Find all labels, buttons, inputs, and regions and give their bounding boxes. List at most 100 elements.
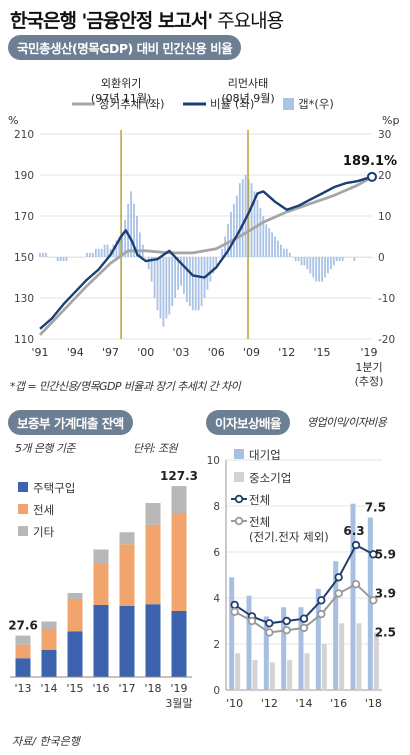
legend-gap-label: 갭*(우)	[298, 97, 334, 111]
gap-bar	[327, 257, 329, 274]
y-tick-label: 10	[207, 455, 220, 467]
coverage-bar	[263, 616, 269, 690]
coverage-bar	[235, 653, 241, 690]
gap-bar	[309, 257, 312, 274]
section3-title: 이자보상배율	[206, 410, 291, 435]
gap-bar	[212, 257, 215, 274]
gap-bar	[150, 257, 153, 282]
left-tick-label: 130	[14, 293, 34, 305]
gap-bar	[44, 252, 47, 257]
coverage-bar	[287, 660, 293, 690]
gap-bar	[138, 232, 141, 257]
stacked-bar-segment	[119, 605, 135, 677]
event-label: 리먼사태	[228, 77, 268, 90]
gap-bar	[235, 195, 238, 257]
gap-bar	[250, 183, 253, 257]
gap-bar	[80, 257, 83, 258]
gap-bar	[256, 199, 259, 257]
gap-bar	[144, 257, 147, 258]
coverage-bar	[350, 503, 356, 690]
left-tick-label: 110	[14, 334, 34, 346]
gap-bar	[59, 257, 62, 262]
x-tick-label: '16	[92, 682, 109, 695]
trend-line	[38, 175, 373, 336]
coverage-bar	[373, 632, 379, 690]
legend-label: 주택구입	[33, 481, 75, 495]
gap-bar	[174, 257, 177, 298]
coverage-bar	[229, 577, 235, 690]
gap-bar	[89, 252, 91, 257]
coverage-point	[317, 596, 326, 605]
gap-bar	[194, 257, 197, 311]
gap-bar	[165, 257, 168, 319]
stacked-bar-segment	[145, 604, 161, 677]
gap-bar	[285, 248, 288, 257]
stacked-bar-segment	[93, 605, 109, 677]
ratio-end-marker	[367, 171, 377, 182]
total-label: 127.3	[160, 469, 198, 483]
gap-bar	[97, 248, 100, 257]
legend-swatch	[18, 482, 28, 492]
x-tick-label: '00	[137, 346, 154, 359]
right-axis-unit: %p	[382, 114, 399, 127]
gap-bar	[42, 252, 44, 257]
gap-bar	[353, 257, 356, 262]
x-tick-label: '06	[208, 346, 225, 359]
stacked-bar-segment	[15, 644, 31, 659]
gap-bar	[344, 257, 347, 258]
left-axis-unit: %	[8, 114, 18, 127]
coverage-point	[334, 573, 343, 582]
gap-bar	[371, 257, 373, 258]
legend-trend-label: 장기추세 (좌)	[99, 97, 165, 111]
coverage-point	[230, 607, 239, 616]
coverage-point	[299, 614, 309, 623]
gap-bar	[200, 257, 203, 307]
legend-marker	[234, 516, 244, 526]
stacked-bar-segment	[171, 611, 187, 677]
gap-bar	[183, 257, 185, 294]
y-tick-label: 6	[213, 547, 220, 559]
gap-bar	[332, 257, 335, 266]
right-tick-label: -20	[378, 334, 395, 346]
gap-bar	[262, 216, 265, 257]
gap-bar	[53, 257, 56, 258]
x-tick-label: '94	[67, 346, 84, 359]
x-extra-label: 3월말	[165, 697, 192, 710]
gap-bar	[244, 175, 247, 257]
gap-bar	[280, 244, 282, 257]
right-tick-label: 10	[378, 211, 391, 223]
gap-bar	[233, 203, 235, 257]
section2-unit: 단위: 조원	[133, 442, 178, 455]
x-tick-label: '10	[226, 697, 243, 710]
gap-bar	[153, 257, 156, 298]
gap-bar	[350, 257, 353, 258]
gap-bar	[274, 236, 276, 257]
gap-bar	[118, 236, 121, 257]
stacked-bar-segment	[15, 658, 31, 677]
section1-title: 국민총생산(명목GDP) 대비 민간신용 비율	[8, 35, 242, 60]
gap-bar	[94, 248, 97, 257]
stacked-bar-segment	[119, 544, 135, 606]
gap-bar	[365, 257, 368, 258]
gap-bar	[124, 220, 127, 257]
coverage-bar	[367, 517, 373, 690]
stacked-bar-segment	[15, 635, 31, 645]
x-tick-label: '19	[170, 682, 187, 695]
left-tick-label: 190	[14, 170, 34, 182]
gap-bar	[147, 257, 150, 270]
gap-bar	[77, 257, 80, 258]
gap-bar	[324, 257, 326, 278]
gap-bar	[291, 257, 294, 258]
coverage-point	[369, 550, 378, 559]
coverage-bar	[269, 662, 275, 690]
x-tick-label: '18	[144, 682, 161, 695]
y-tick-label: 4	[213, 593, 220, 605]
section2-title: 보증부 가계대출 잔액	[8, 410, 133, 435]
gap-bar	[71, 257, 74, 258]
gap-bar	[103, 244, 106, 257]
gap-bar	[356, 257, 359, 258]
coverage-bar	[321, 644, 327, 690]
x-extra-label-2: (추정)	[355, 375, 384, 388]
gap-bar	[224, 236, 227, 257]
gap-bar	[341, 257, 344, 262]
